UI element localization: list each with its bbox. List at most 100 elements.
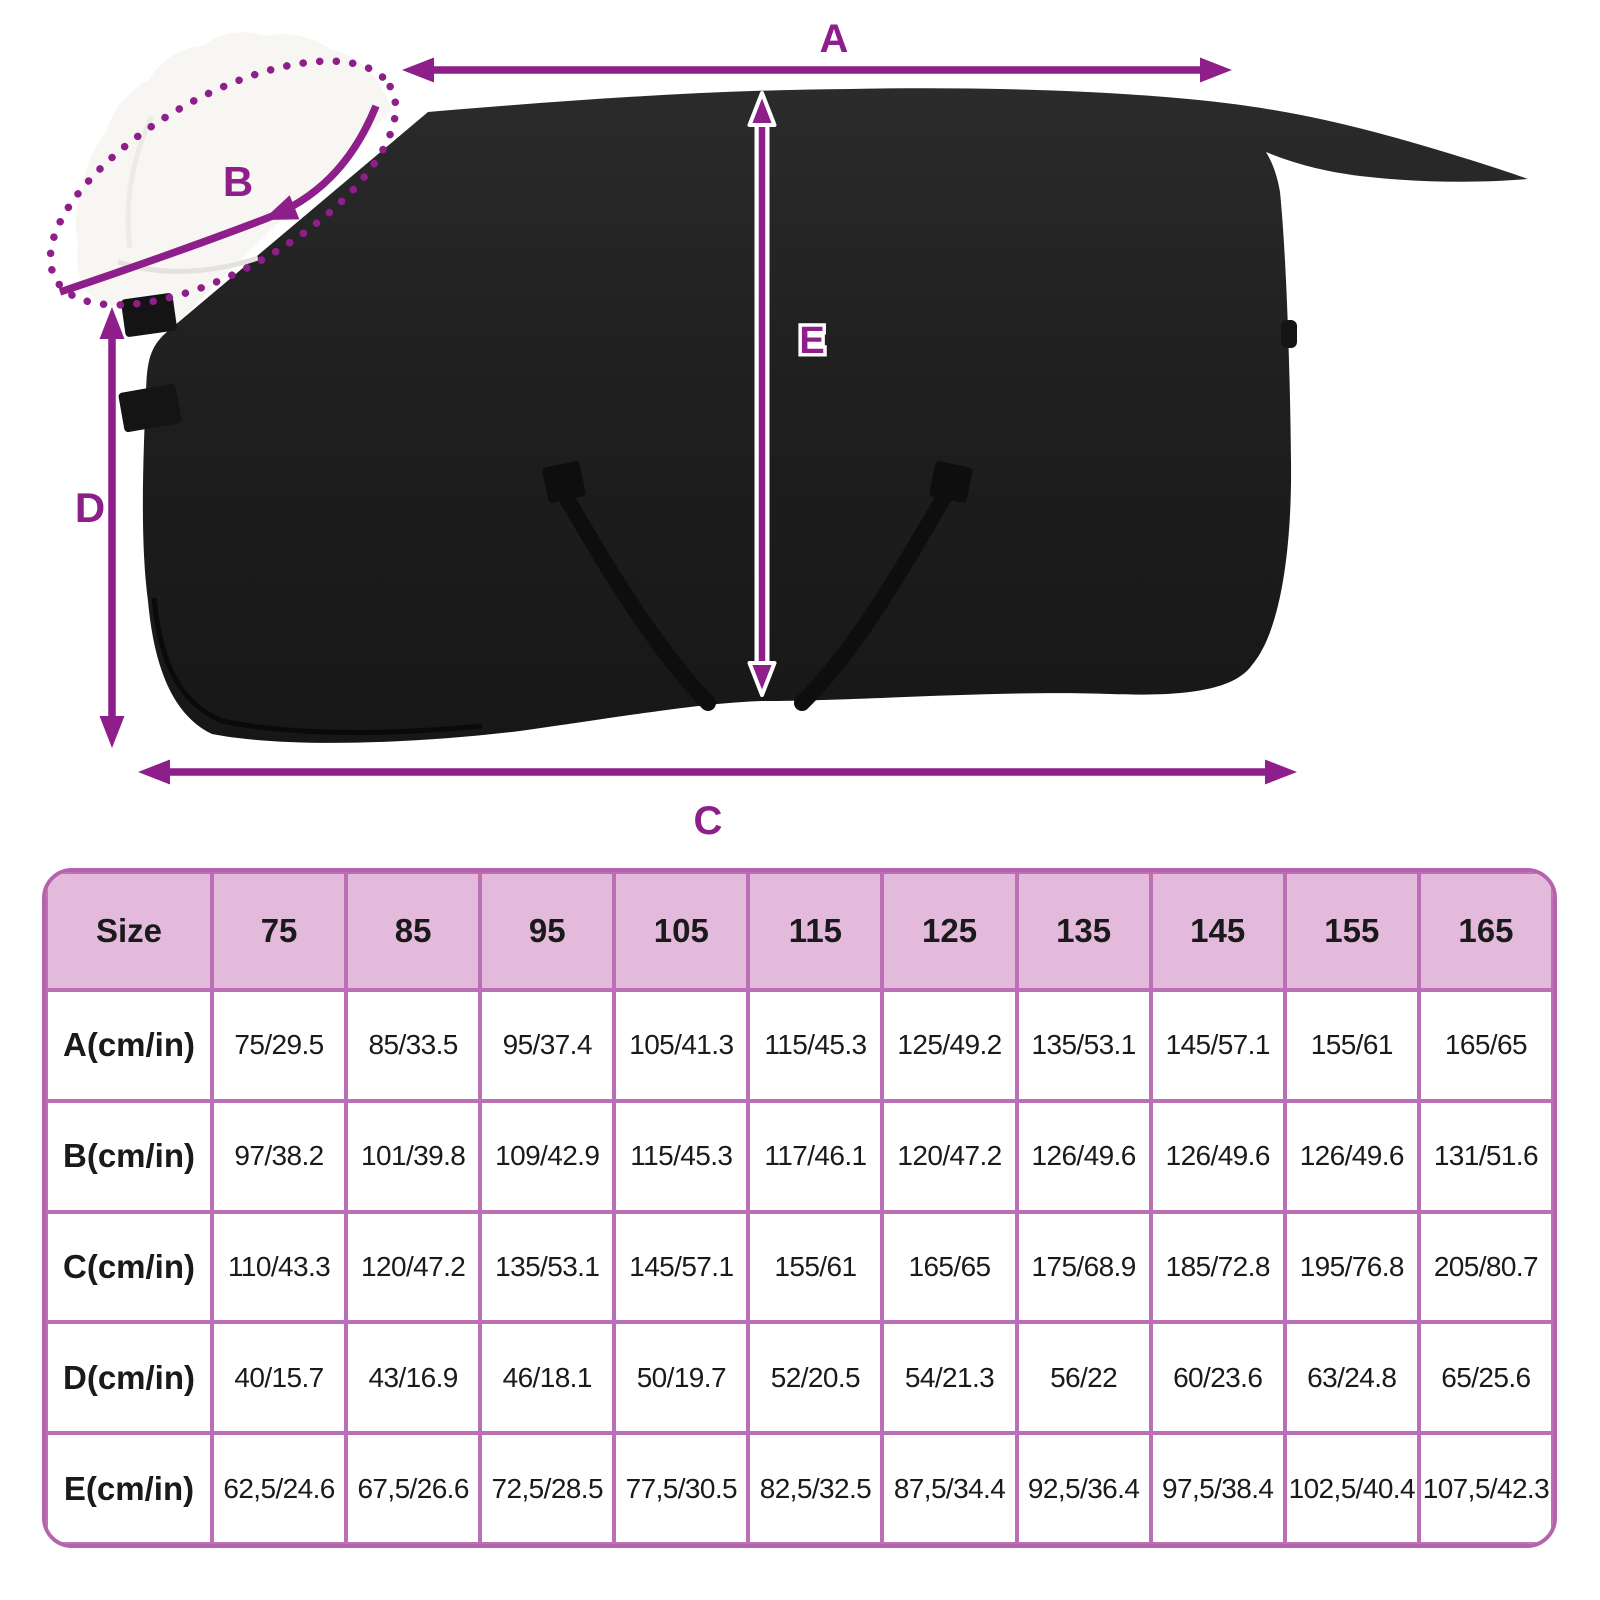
rug-body-silhouette bbox=[142, 88, 1529, 743]
size-value-cell: 109/42.9 bbox=[478, 1098, 617, 1214]
size-column-header: 155 bbox=[1282, 872, 1421, 992]
size-value-cell: 101/39.8 bbox=[344, 1098, 483, 1214]
measurement-row-label: B(cm/in) bbox=[46, 1098, 214, 1214]
measurement-row-label: E(cm/in) bbox=[46, 1431, 214, 1544]
arrowhead-c-left bbox=[138, 759, 170, 785]
fleece-collar bbox=[75, 32, 392, 328]
size-value-cell: 54/21.3 bbox=[880, 1320, 1019, 1436]
arrowhead-d-top bbox=[99, 307, 125, 339]
collar-crease bbox=[125, 114, 155, 249]
size-value-cell: 85/33.5 bbox=[344, 988, 483, 1103]
size-value-cell: 115/45.3 bbox=[612, 1098, 751, 1214]
size-value-cell: 155/61 bbox=[1282, 988, 1421, 1103]
size-value-cell: 56/22 bbox=[1014, 1320, 1153, 1436]
size-value-cell: 67,5/26.6 bbox=[344, 1431, 483, 1544]
belly-strap-rear-tab bbox=[929, 461, 973, 503]
size-value-cell: 120/47.2 bbox=[344, 1209, 483, 1325]
size-table-header-row: Size 75 85 95 105 115 125 135 145 155 165 bbox=[46, 872, 1553, 992]
size-value-cell: 72,5/28.5 bbox=[478, 1431, 617, 1544]
size-value-cell: 77,5/30.5 bbox=[612, 1431, 751, 1544]
size-header-label: Size bbox=[46, 872, 214, 992]
size-value-cell: 107,5/42.3 bbox=[1416, 1431, 1553, 1544]
horse-rug-dimension-diagram: B A D C E bbox=[46, 17, 1529, 835]
size-value-cell: 126/49.6 bbox=[1148, 1098, 1287, 1214]
size-value-cell: 145/57.1 bbox=[612, 1209, 751, 1325]
size-value-cell: 165/65 bbox=[880, 1209, 1019, 1325]
arrowhead-c-right bbox=[1265, 759, 1297, 785]
chest-strap-lower bbox=[118, 383, 182, 433]
arrowhead-e-bottom bbox=[747, 661, 777, 697]
size-table-row: C(cm/in) 110/43.3 120/47.2 135/53.1 145/57.1… bbox=[46, 1209, 1553, 1325]
size-value-cell: 87,5/34.4 bbox=[880, 1431, 1019, 1544]
size-column-header: 145 bbox=[1148, 872, 1287, 992]
size-value-cell: 126/49.6 bbox=[1282, 1098, 1421, 1214]
size-column-header: 75 bbox=[209, 872, 349, 992]
label-c: C bbox=[694, 799, 723, 835]
size-table-row: A(cm/in) 75/29.5 85/33.5 95/37.4 105/41.3 115… bbox=[46, 988, 1553, 1103]
size-value-cell: 50/19.7 bbox=[612, 1320, 751, 1436]
size-value-cell: 75/29.5 bbox=[209, 988, 349, 1103]
arrowhead-e-top bbox=[747, 91, 777, 127]
size-value-cell: 82,5/32.5 bbox=[746, 1431, 885, 1544]
size-value-cell: 62,5/24.6 bbox=[209, 1431, 349, 1544]
size-column-header: 115 bbox=[746, 872, 885, 992]
size-column-header: 105 bbox=[612, 872, 751, 992]
size-value-cell: 185/72.8 bbox=[1148, 1209, 1287, 1325]
size-value-cell: 131/51.6 bbox=[1416, 1098, 1553, 1214]
size-value-cell: 97,5/38.4 bbox=[1148, 1431, 1287, 1544]
size-column-header: 165 bbox=[1416, 872, 1553, 992]
size-value-cell: 155/61 bbox=[746, 1209, 885, 1325]
size-value-cell: 145/57.1 bbox=[1148, 988, 1287, 1103]
size-value-cell: 43/16.9 bbox=[344, 1320, 483, 1436]
belly-strap-front-tab bbox=[542, 461, 586, 503]
size-value-cell: 65/25.6 bbox=[1416, 1320, 1553, 1436]
size-value-cell: 46/18.1 bbox=[478, 1320, 617, 1436]
label-d: D bbox=[75, 484, 105, 531]
size-value-cell: 126/49.6 bbox=[1014, 1098, 1153, 1214]
label-b: B bbox=[223, 158, 253, 205]
size-value-cell: 92,5/36.4 bbox=[1014, 1431, 1153, 1544]
size-value-cell: 165/65 bbox=[1416, 988, 1553, 1103]
size-table-container: Size 75 85 95 105 115 125 135 145 155 165 A(cm/in)… bbox=[42, 868, 1557, 1548]
arrowhead-a-right bbox=[1200, 57, 1232, 83]
size-table-row: B(cm/in) 97/38.2 101/39.8 109/42.9 115/45.3 1… bbox=[46, 1098, 1553, 1214]
size-value-cell: 117/46.1 bbox=[746, 1098, 885, 1214]
measurement-row-label: C(cm/in) bbox=[46, 1209, 214, 1325]
size-value-cell: 120/47.2 bbox=[880, 1098, 1019, 1214]
label-a: A bbox=[820, 17, 849, 61]
size-value-cell: 105/41.3 bbox=[612, 988, 751, 1103]
size-value-cell: 135/53.1 bbox=[478, 1209, 617, 1325]
size-table-body: A(cm/in) 75/29.5 85/33.5 95/37.4 105/41.3 115… bbox=[46, 988, 1553, 1544]
arrowhead-a-left bbox=[402, 57, 434, 83]
arrowhead-d-bottom bbox=[99, 716, 125, 748]
size-value-cell: 97/38.2 bbox=[209, 1098, 349, 1214]
size-value-cell: 40/15.7 bbox=[209, 1320, 349, 1436]
size-value-cell: 110/43.3 bbox=[209, 1209, 349, 1325]
rug-hem-seam bbox=[151, 597, 483, 736]
size-table-row: D(cm/in) 40/15.7 43/16.9 46/18.1 50/19.7 52/2… bbox=[46, 1320, 1553, 1436]
rear-strap-loop bbox=[1281, 320, 1297, 348]
size-table: Size 75 85 95 105 115 125 135 145 155 165 A(cm/in)… bbox=[46, 872, 1553, 1544]
size-value-cell: 205/80.7 bbox=[1416, 1209, 1553, 1325]
measurement-row-label: D(cm/in) bbox=[46, 1320, 214, 1436]
size-column-header: 135 bbox=[1014, 872, 1153, 992]
size-table-row: E(cm/in) 62,5/24.6 67,5/26.6 72,5/28.5 77,5/… bbox=[46, 1431, 1553, 1544]
size-value-cell: 175/68.9 bbox=[1014, 1209, 1153, 1325]
size-value-cell: 52/20.5 bbox=[746, 1320, 885, 1436]
label-e: E bbox=[799, 320, 824, 362]
measurement-row-label: A(cm/in) bbox=[46, 988, 214, 1103]
size-column-header: 125 bbox=[880, 872, 1019, 992]
size-value-cell: 60/23.6 bbox=[1148, 1320, 1287, 1436]
size-value-cell: 102,5/40.4 bbox=[1282, 1431, 1421, 1544]
size-column-header: 85 bbox=[344, 872, 483, 992]
arrowhead-b bbox=[263, 195, 300, 220]
size-value-cell: 95/37.4 bbox=[478, 988, 617, 1103]
size-column-header: 95 bbox=[478, 872, 617, 992]
size-value-cell: 125/49.2 bbox=[880, 988, 1019, 1103]
belly-strap-front bbox=[552, 479, 716, 711]
neck-circumference-dotted-ellipse bbox=[46, 57, 400, 309]
size-value-cell: 195/76.8 bbox=[1282, 1209, 1421, 1325]
size-value-cell: 63/24.8 bbox=[1282, 1320, 1421, 1436]
size-value-cell: 115/45.3 bbox=[746, 988, 885, 1103]
